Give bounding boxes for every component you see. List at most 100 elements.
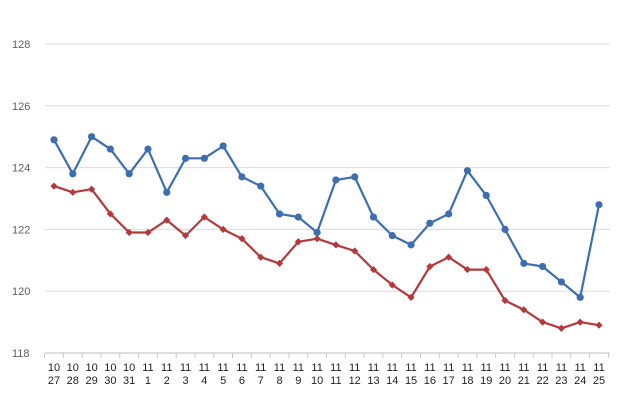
data-point (369, 265, 378, 274)
data-point (313, 228, 321, 237)
x-tick-label-month: 11 (556, 362, 567, 374)
x-tick-label-month: 11 (199, 362, 210, 374)
data-point (50, 136, 58, 144)
x-tick-label-day: 16 (424, 375, 436, 387)
data-point (144, 145, 152, 153)
x-tick-label-month: 10 (123, 362, 135, 374)
series-lines (50, 133, 603, 332)
x-tick-label-day: 24 (574, 375, 586, 387)
x-tick-label-month: 11 (574, 362, 585, 374)
data-point (539, 318, 547, 326)
data-point (576, 318, 584, 326)
x-tick-label-day: 20 (499, 375, 511, 387)
data-point (445, 210, 453, 218)
x-tick-label-month: 11 (387, 362, 398, 374)
x-tick-label-month: 11 (217, 362, 228, 374)
data-point (539, 262, 547, 271)
x-tick-label-day: 13 (367, 375, 379, 387)
y-gridlines (45, 43, 610, 292)
data-point (125, 228, 133, 237)
data-point (520, 306, 528, 314)
data-point (69, 188, 77, 196)
x-tick-label-day: 17 (443, 375, 455, 387)
x-tick-label-month: 11 (481, 362, 492, 374)
data-point (369, 213, 378, 221)
x-tick-label-day: 27 (48, 375, 60, 387)
data-point (388, 281, 396, 289)
data-point (351, 173, 359, 181)
x-tick-label-day: 11 (330, 375, 341, 387)
x-tick-label-month: 11 (161, 362, 172, 374)
data-point (257, 253, 265, 261)
y-tick-label: 122 (12, 224, 30, 236)
data-point (501, 225, 509, 233)
data-point (445, 253, 453, 261)
x-tick-label-month: 11 (593, 362, 604, 374)
data-point (595, 201, 603, 209)
y-tick-label: 124 (12, 163, 30, 175)
x-tick-label-day: 7 (258, 375, 264, 387)
x-tick-label-day: 9 (295, 375, 301, 387)
data-point (407, 293, 415, 301)
series-2 (50, 182, 603, 332)
data-point (351, 247, 359, 255)
data-point (426, 219, 434, 227)
x-tick-label-day: 31 (123, 375, 135, 387)
data-point (163, 188, 171, 196)
x-tick-label-day: 19 (480, 375, 492, 387)
data-point (557, 278, 566, 286)
x-tick-label-month: 11 (499, 362, 510, 374)
series-1 (50, 133, 603, 301)
data-point (238, 173, 246, 181)
data-point (332, 176, 340, 184)
x-tick-label-month: 10 (48, 362, 60, 374)
data-point (463, 167, 472, 175)
x-tick-label-month: 11 (255, 362, 266, 374)
x-tick-label-month: 11 (349, 362, 360, 374)
x-tick-label-month: 11 (236, 362, 247, 374)
data-point (200, 213, 208, 221)
data-point (294, 238, 302, 246)
x-tick-label-day: 22 (536, 375, 548, 387)
data-point (50, 182, 58, 190)
x-tick-label-month: 11 (424, 362, 435, 374)
y-tick-label: 126 (12, 101, 30, 113)
x-tick-label-day: 28 (67, 375, 79, 387)
x-tick-label-month: 11 (142, 362, 153, 374)
data-point (181, 231, 190, 240)
x-tick-label-month: 10 (67, 362, 79, 374)
y-tick-label: 128 (12, 39, 30, 51)
x-tick-label-month: 11 (293, 362, 304, 374)
x-tick-label-month: 11 (443, 362, 454, 374)
data-point (69, 170, 77, 178)
x-tick-label-month: 11 (330, 362, 341, 374)
x-tick-label-month: 10 (85, 362, 97, 374)
data-point (520, 259, 528, 267)
data-point (501, 296, 509, 305)
x-tick-label-month: 10 (104, 362, 116, 374)
x-tick-label-day: 3 (182, 375, 188, 387)
data-point (125, 170, 133, 178)
data-point (144, 228, 152, 237)
x-axis: 1027102810291030103111111211311411511611… (44, 352, 610, 387)
data-point (275, 210, 284, 218)
x-tick-label-day: 1 (145, 375, 151, 387)
x-tick-label-day: 23 (555, 375, 567, 387)
data-point (200, 154, 208, 162)
x-tick-label-month: 11 (368, 362, 379, 374)
data-point (87, 133, 96, 141)
x-tick-label-month: 11 (462, 362, 473, 374)
data-point (595, 321, 603, 329)
y-axis-tick-labels: 118 120 122 124 126 128 (12, 39, 30, 360)
x-tick-label-day: 2 (164, 375, 170, 387)
x-tick-label-day: 21 (518, 375, 530, 387)
data-point (426, 262, 434, 271)
data-point (106, 145, 114, 153)
x-tick-label-day: 18 (461, 375, 473, 387)
data-point (482, 191, 490, 200)
x-tick-label-day: 29 (85, 375, 97, 387)
x-tick-label-day: 8 (276, 375, 282, 387)
x-tick-label-day: 25 (593, 375, 605, 387)
x-tick-label-month: 11 (311, 362, 322, 374)
